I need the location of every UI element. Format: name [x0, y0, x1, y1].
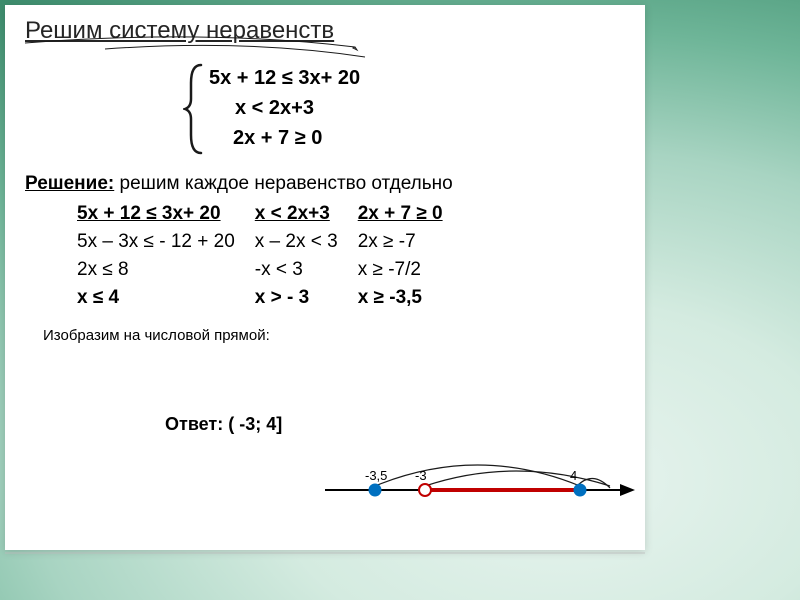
svg-text:4: 4 — [570, 468, 577, 483]
svg-text:-3,5: -3,5 — [365, 468, 387, 483]
number-line-svg: -3,5 -3 4 — [325, 435, 635, 515]
solution-table: 5х + 12 ≤ 3х+ 20 х < 2х+3 2х + 7 ≥ 0 5х … — [75, 199, 463, 313]
table-cell: 5х – 3х ≤ - 12 + 20 — [77, 229, 253, 255]
table-cell: -х < 3 — [255, 257, 356, 283]
table-row: 5х – 3х ≤ - 12 + 20 х – 2х < 3 2х ≥ -7 — [77, 229, 461, 255]
table-cell: х > - 3 — [255, 285, 356, 311]
system-line-2: х < 2х+3 — [209, 93, 625, 123]
system-line-3: 2х + 7 ≥ 0 — [209, 123, 625, 153]
system-block: 5х + 12 ≤ 3х+ 20 х < 2х+3 2х + 7 ≥ 0 — [185, 63, 625, 153]
solution-label-bold: Решение: — [25, 173, 114, 194]
svg-text:-3: -3 — [415, 468, 427, 483]
number-line: -3,5 -3 4 — [325, 435, 635, 515]
answer-value: ( -3; 4] — [228, 414, 282, 434]
slide-title: Решим систему неравенств — [25, 17, 625, 45]
table-cell: х ≥ -7/2 — [358, 257, 461, 283]
answer-line: Ответ: ( -3; 4] — [165, 414, 625, 435]
table-cell: 2х + 7 ≥ 0 — [358, 201, 461, 227]
table-cell: 2х ≥ -7 — [358, 229, 461, 255]
table-row: 2х ≤ 8 -х < 3 х ≥ -7/2 — [77, 257, 461, 283]
table-cell: х ≥ -3,5 — [358, 285, 461, 311]
table-cell: х – 2х < 3 — [255, 229, 356, 255]
slide-shadow — [5, 552, 645, 554]
answer-label: Ответ: — [165, 414, 228, 434]
table-cell: х ≤ 4 — [77, 285, 253, 311]
system-line-1: 5х + 12 ≤ 3х+ 20 — [209, 63, 625, 93]
system-brace-icon — [183, 63, 207, 155]
solution-label: Решение: решим каждое неравенство отдель… — [25, 173, 625, 195]
draw-label: Изобразим на числовой прямой: — [43, 327, 625, 344]
table-row: 5х + 12 ≤ 3х+ 20 х < 2х+3 2х + 7 ≥ 0 — [77, 201, 461, 227]
table-cell: 2х ≤ 8 — [77, 257, 253, 283]
slide-card: Решим систему неравенств 5х + 12 ≤ 3х+ 2… — [5, 5, 645, 550]
table-row: х ≤ 4 х > - 3 х ≥ -3,5 — [77, 285, 461, 311]
table-cell: х < 2х+3 — [255, 201, 356, 227]
table-cell: 5х + 12 ≤ 3х+ 20 — [77, 201, 253, 227]
solution-label-rest: решим каждое неравенство отдельно — [114, 173, 452, 194]
